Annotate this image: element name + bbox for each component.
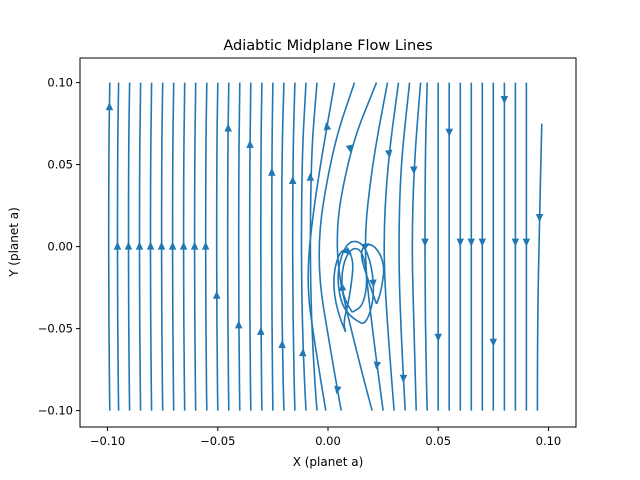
loop-arrow-3: [360, 243, 370, 251]
streamline-arrow-19: [306, 172, 315, 181]
streamline-arrow-33: [489, 338, 498, 347]
streamline-arrow-28: [434, 333, 442, 342]
streamline-arrow-30: [456, 238, 465, 247]
streamline-arrow-3: [135, 241, 144, 250]
y-tick-label-3: 0.05: [47, 158, 73, 172]
streamline-arrow-17: [288, 176, 297, 184]
streamline-arrow-23: [373, 361, 382, 370]
streamline-16: [280, 82, 285, 411]
streamline-21: [318, 82, 356, 411]
streamline-arrow-8: [190, 241, 199, 250]
streamline-arrow-14: [257, 326, 265, 335]
loop-0: [337, 240, 375, 325]
loop-arrow-1: [338, 282, 347, 291]
loop-arrow-0: [369, 279, 377, 288]
streamline-arrow-12: [234, 320, 243, 329]
streamline-22: [336, 82, 378, 411]
y-tick-label-2: 0.00: [47, 240, 73, 254]
streamline-arrow-35: [511, 238, 520, 247]
x-axis-label: X (planet a): [293, 455, 364, 469]
y-tick-label-1: −0.05: [38, 322, 73, 336]
streamline-arrow-6: [168, 241, 177, 250]
streamline-arrow-32: [478, 238, 487, 247]
streamline-arrow-13: [246, 139, 254, 148]
streamline-arrow-21: [334, 385, 342, 395]
streamline-arrow-34: [500, 96, 509, 104]
streamline-arrow-26: [410, 166, 418, 175]
streamline-arrow-27: [421, 238, 429, 247]
streamline-arrow-29: [445, 128, 453, 137]
streamline-arrow-37: [535, 214, 544, 223]
loop-3: [360, 243, 385, 305]
streamline-arrow-18: [298, 348, 307, 357]
x-axis: −0.10 −0.05 0.00 0.05 0.10: [90, 427, 561, 448]
streamline-20: [307, 82, 336, 411]
chart-title: Adiabtic Midplane Flow Lines: [223, 38, 432, 54]
loop-arrow-2: [343, 246, 352, 255]
streamline-arrow-9: [201, 241, 210, 250]
streamline-arrow-1: [113, 241, 122, 250]
x-tick-label-3: 0.05: [425, 434, 451, 448]
x-tick-label-1: −0.05: [200, 434, 235, 448]
streamline-12: [237, 82, 241, 411]
x-tick-label-2: 0.00: [315, 434, 341, 448]
x-tick-label-0: −0.10: [90, 434, 125, 448]
y-axis-label: Y (planet a): [7, 207, 21, 278]
streamline-arrow-11: [224, 123, 232, 132]
streamline-arrow-0: [105, 102, 114, 111]
streamline-25: [398, 82, 411, 411]
streamline-37: [536, 123, 543, 411]
streamline-arrow-36: [522, 238, 531, 247]
y-axis: −0.10 −0.05 0.00 0.05 0.10: [38, 76, 80, 418]
y-tick-label-4: 0.10: [47, 76, 73, 90]
y-tick-label-0: −0.10: [38, 404, 73, 418]
streamline-24: [383, 82, 400, 411]
streamline-15: [270, 82, 274, 411]
streamline-10: [215, 82, 219, 411]
streamline-11: [226, 82, 230, 411]
streamline-arrow-5: [157, 241, 166, 250]
streamline-arrow-24: [384, 149, 393, 159]
streamline-arrow-16: [278, 340, 286, 349]
streamline-arrow-22: [345, 144, 354, 154]
streamline-14: [259, 82, 263, 411]
streamline-26: [411, 82, 422, 411]
streamline-17: [291, 82, 296, 411]
streamline-arrow-2: [124, 241, 133, 250]
x-tick-label-4: 0.10: [536, 434, 562, 448]
streamline-arrow-15: [268, 167, 276, 176]
streamline-0: [107, 82, 111, 411]
streamline-arrow-10: [212, 290, 221, 299]
streamline-arrow-4: [146, 241, 155, 250]
streamline-arrow-25: [399, 374, 408, 383]
streamline-arrow-20: [323, 121, 332, 131]
streamline-arrow-31: [467, 238, 476, 247]
vortex-loops: [333, 240, 385, 333]
streamline-18: [300, 82, 307, 411]
streamline-arrow-7: [179, 241, 188, 250]
